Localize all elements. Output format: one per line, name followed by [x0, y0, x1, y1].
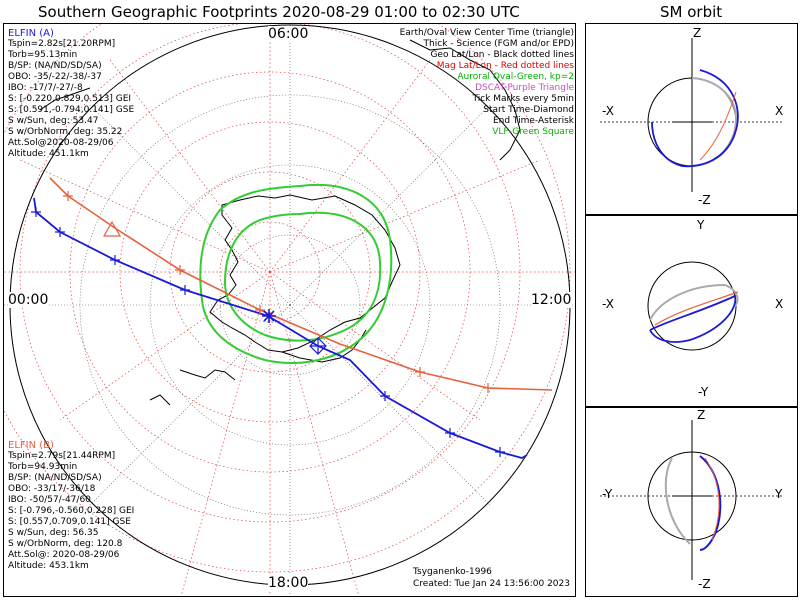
- elfin_b-line: S: [0.557,0.709,0.141] GSE: [8, 517, 131, 527]
- elfin_a-line: OBO: -35/-22/-38/-37: [8, 72, 102, 82]
- elfin_a-line: Att.Sol@2020-08-29/06: [8, 138, 114, 148]
- elfin-b-tick: [63, 191, 73, 201]
- model-credit: Tsyganenko-1996: [413, 567, 492, 577]
- legend: Earth/Oval View Center Time (triangle) Th…: [400, 28, 574, 138]
- p1-axis-left: -X: [602, 104, 614, 118]
- elfin_b-line: Tspin=2.79s[21.44RPM]: [8, 451, 116, 461]
- elfin-a-title: ELFIN (A): [8, 28, 54, 39]
- elfin-a-tick: [31, 207, 41, 217]
- elfin-b-title: ELFIN (B): [8, 440, 54, 451]
- orbit-panel-title: SM orbit: [660, 3, 723, 21]
- elfin-b-tick: [415, 367, 425, 377]
- elfin_b-line: S: [-0.796,-0.560,0.228] GEI: [8, 506, 135, 516]
- elfin-a-tick: [180, 285, 190, 295]
- elfin-a-tick: [55, 227, 65, 237]
- elfin-a-tick: [495, 447, 505, 457]
- africa-coast: [39, 87, 91, 111]
- p3-axis-bottom: -Z: [698, 577, 711, 591]
- elfin_b-line: Torb=94.93min: [8, 462, 78, 472]
- elfin_a-line: S: [0.591,-0.794,0.141] GSE: [8, 105, 135, 115]
- elfin_b-line: Altitude: 453.1km: [8, 561, 89, 571]
- elfin-b-tick: [175, 265, 185, 275]
- elfin_b-line: B/SP: (NA/ND/SD/SA): [8, 473, 102, 483]
- elfin-b-tick: [483, 383, 493, 393]
- legend-entry: Geo Lat/Lon - Black dotted lines: [430, 50, 574, 60]
- elfin_a-line: IBO: -17/7/-27/-8: [8, 83, 83, 93]
- south-america-coast: [149, 369, 236, 406]
- elfin_a-line: S w/Sun, deg: 53.47: [8, 116, 99, 126]
- orbit-panel-xz: [585, 23, 798, 215]
- legend-entry: Thick - Science (FGM and/or EPD): [423, 39, 574, 49]
- legend-entry: Auroral Oval-Green, kp=2: [457, 72, 574, 82]
- elfin-a-tick: [445, 428, 455, 438]
- legend-entry: Mag Lat/Lon - Red dotted lines: [436, 61, 574, 71]
- elfin_a-line: Altitude: 451.1km: [8, 149, 89, 159]
- elfin_b-line: S w/OrbNorm, deg: 120.8: [8, 539, 123, 549]
- clock-label-bottom: 18:00: [268, 575, 309, 591]
- orbit-panel-yz: [585, 407, 798, 597]
- p2-axis-right: X: [775, 297, 784, 311]
- elfin_a-line: Torb=95.13min: [8, 50, 78, 60]
- footprint-map-frame: [3, 23, 576, 597]
- mag-grid: [4, 24, 575, 596]
- orbit-tracks: [31, 177, 553, 459]
- elfin_a-line: Tspin=2.82s[21.20RPM]: [8, 39, 116, 49]
- p1-axis-bottom: -Z: [698, 193, 711, 207]
- elfin-a-end-asterisk: [262, 309, 276, 323]
- clock-label-top: 06:00: [268, 26, 309, 42]
- p3-axis-right: Y: [775, 487, 783, 501]
- australia-coast: [409, 39, 521, 161]
- elfin-a-track: [33, 197, 528, 459]
- elfin-a-tick: [380, 391, 390, 401]
- legend-entry: VLF-Green Square: [492, 127, 574, 137]
- legend-entry: Earth/Oval View Center Time (triangle): [399, 28, 574, 38]
- elfin_b-line: Att.Sol@: 2020-08-29/06: [8, 550, 120, 560]
- elfin-a-tick: [110, 255, 120, 265]
- elfin_b-line: IBO: -50/57/-47/60: [8, 495, 91, 505]
- elfin-a-info: ELFIN (A) Tspin=2.82s[21.20RPM] Torb=95.1…: [8, 28, 134, 160]
- elfin_a-line: S w/OrbNorm, deg: 35.22: [8, 127, 123, 137]
- p3-axis-left: -Y: [602, 487, 613, 501]
- p1-axis-right: X: [775, 104, 784, 118]
- legend-entry: End Time-Asterisk: [492, 116, 574, 126]
- orbit-panel-xy: [585, 215, 798, 407]
- p1-axis-top: Z: [693, 26, 702, 40]
- elfin_a-line: B/SP: (NA/ND/SD/SA): [8, 61, 102, 71]
- auroral-oval-inner: [223, 211, 382, 342]
- elfin-b-view-center-triangle: [102, 220, 122, 237]
- p2-axis-bottom: -Y: [698, 385, 709, 399]
- clock-label-left: 00:00: [8, 292, 49, 308]
- elfin_b-line: S w/Sun, deg: 56.35: [8, 528, 99, 538]
- page-title: Southern Geographic Footprints 2020-08-2…: [38, 3, 520, 21]
- elfin_a-line: S: [-0.220,0.829,0.513] GEI: [8, 94, 132, 104]
- p2-axis-top: Y: [697, 218, 705, 232]
- elfin-a-start-diamond: [309, 337, 327, 355]
- elfin-b-tick: [255, 305, 265, 315]
- auroral-oval-outer: [199, 184, 393, 364]
- legend-entry: Start Time-Diamond: [483, 105, 574, 115]
- created-timestamp: Created: Tue Jan 24 13:56:00 2023: [413, 579, 570, 589]
- p2-axis-left: -X: [602, 297, 614, 311]
- legend-entry: DSCAT-Purple Triangle: [475, 83, 574, 93]
- elfin-a-lines: Tspin=2.82s[21.20RPM] Torb=95.13min B/SP: …: [8, 39, 134, 160]
- elfin-b-lines: Tspin=2.79s[21.44RPM] Torb=94.93min B/SP: …: [8, 451, 134, 572]
- elfin_b-line: OBO: -33/17/-36/18: [8, 484, 96, 494]
- clock-label-right: 12:00: [531, 292, 572, 308]
- p3-axis-top: Z: [697, 408, 706, 422]
- elfin-b-info: ELFIN (B) Tspin=2.79s[21.44RPM] Torb=94.9…: [8, 440, 134, 572]
- legend-entry: Tick Marks every 5min: [472, 94, 574, 104]
